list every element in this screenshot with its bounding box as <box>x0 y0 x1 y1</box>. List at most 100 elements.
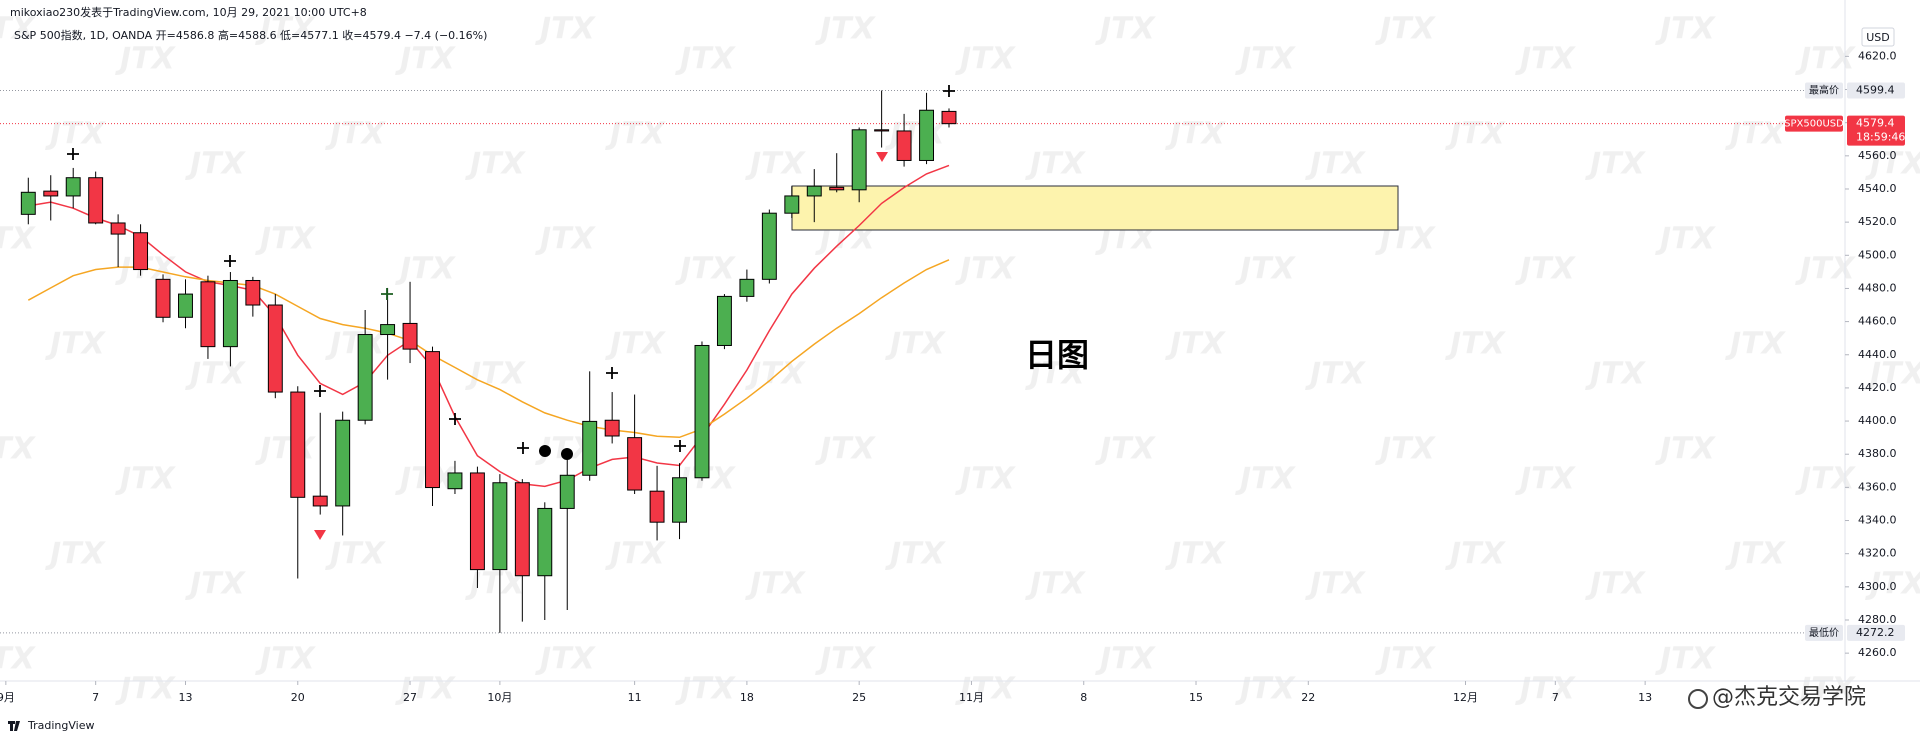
x-tick-label: 11月 <box>959 691 984 704</box>
watermark: JTX <box>1165 537 1227 572</box>
x-tick-label: 12月 <box>1453 691 1478 704</box>
watermark: JTX <box>885 117 947 152</box>
signal-triangle <box>314 530 326 540</box>
watermark: JTX <box>1795 252 1857 287</box>
watermark: JTX <box>745 357 807 392</box>
y-tick-label: 4280.0 <box>1858 613 1897 626</box>
signal-cross <box>517 442 529 454</box>
brand: TradingView <box>8 719 94 732</box>
watermark: JTX <box>115 462 177 497</box>
watermark: JTX <box>1445 117 1507 152</box>
plot <box>0 90 1845 634</box>
brand-text: TradingView <box>27 719 94 732</box>
watermark: JTX <box>1235 252 1297 287</box>
candle-body <box>492 482 508 571</box>
signal-dot <box>561 448 573 460</box>
watermark: JTX <box>1515 462 1577 497</box>
y-tick-label: 4340.0 <box>1858 514 1897 527</box>
watermark: JTX <box>255 432 317 467</box>
watermark: JTX <box>115 672 177 707</box>
watermark: JTX <box>1025 567 1087 602</box>
x-tick-label: 7 <box>1552 691 1559 704</box>
signal-cross <box>67 148 79 160</box>
price-tag-value: 4272.2 <box>1856 626 1895 639</box>
price-tag-label-box <box>1805 624 1843 641</box>
price-tag-value-box <box>1847 624 1905 641</box>
signals <box>67 85 955 540</box>
candle-body <box>357 334 373 421</box>
watermark: JTX <box>955 672 1017 707</box>
signal-cross <box>224 255 236 267</box>
candle-body <box>874 129 890 132</box>
y-tick-label: 4300.0 <box>1858 580 1897 593</box>
x-tick-label: 9月 <box>0 691 15 704</box>
candle-body <box>335 419 351 507</box>
candle-body <box>43 190 59 197</box>
candle-body <box>896 130 912 161</box>
watermark: JTX <box>45 117 107 152</box>
watermark: JTX <box>325 117 387 152</box>
y-tick-label: 4320.0 <box>1858 547 1897 560</box>
watermark: JTX <box>605 537 667 572</box>
y-tick-label: 4460.0 <box>1858 315 1897 328</box>
candle-body <box>312 495 328 507</box>
candle-body <box>155 278 171 318</box>
candle-body <box>941 110 957 125</box>
watermark: JTX <box>1515 672 1577 707</box>
watermark: JTX <box>1795 462 1857 497</box>
watermark: JTX <box>0 222 37 257</box>
watermark: JTX <box>815 12 877 47</box>
candle-body <box>694 344 710 479</box>
candle-body <box>716 295 732 346</box>
ma-line <box>27 259 950 439</box>
watermark: JTX <box>395 42 457 77</box>
watermark: JTX <box>185 357 247 392</box>
x-tick-label: 8 <box>1080 691 1087 704</box>
candle-body <box>559 474 575 509</box>
candle-body <box>672 477 687 523</box>
candle-body <box>200 281 216 348</box>
candle-body <box>739 278 755 297</box>
candle-body <box>65 177 81 197</box>
candle-body <box>919 109 935 161</box>
y-tick-label: 4380.0 <box>1858 447 1897 460</box>
candle-body <box>537 507 553 577</box>
watermark: JTX <box>745 147 807 182</box>
watermark: JTX <box>1725 537 1787 572</box>
y-tick-label: 4540.0 <box>1858 182 1897 195</box>
watermark: JTX <box>675 42 737 77</box>
watermark: JTX <box>885 327 947 362</box>
brand-logo <box>8 721 20 731</box>
watermark: JTX <box>395 672 457 707</box>
x-tick-label: 13 <box>178 691 192 704</box>
y-tick-label: 4440.0 <box>1858 348 1897 361</box>
watermark: JTX <box>0 432 37 467</box>
watermark: JTX <box>1655 222 1717 257</box>
y-tick-label: 4500.0 <box>1858 248 1897 261</box>
watermark: JTX <box>0 12 37 47</box>
x-tick-label: 13 <box>1638 691 1652 704</box>
price-tag-label: SPX500USD <box>1784 119 1844 130</box>
watermark: JTX <box>1865 147 1920 182</box>
x-tick-label: 18 <box>740 691 754 704</box>
x-tick-label: 11 <box>628 691 642 704</box>
watermark: JTX <box>1235 462 1297 497</box>
credit-logo <box>1688 689 1708 709</box>
watermark: JTX <box>1305 567 1367 602</box>
y-tick-label: 4520.0 <box>1858 215 1897 228</box>
currency-box <box>1861 27 1895 47</box>
candle-body <box>222 279 238 348</box>
watermark: JTX <box>1655 432 1717 467</box>
watermark: JTX <box>1235 42 1297 77</box>
watermark: JTX <box>1095 432 1157 467</box>
y-tick-label: 4360.0 <box>1858 480 1897 493</box>
y-tick-label: 4560.0 <box>1858 149 1897 162</box>
watermark: JTX <box>1025 147 1087 182</box>
candle-body <box>806 185 822 197</box>
watermark: JTX <box>395 252 457 287</box>
watermark: JTX <box>955 252 1017 287</box>
watermark: JTX <box>745 567 807 602</box>
candle-body <box>133 232 149 271</box>
